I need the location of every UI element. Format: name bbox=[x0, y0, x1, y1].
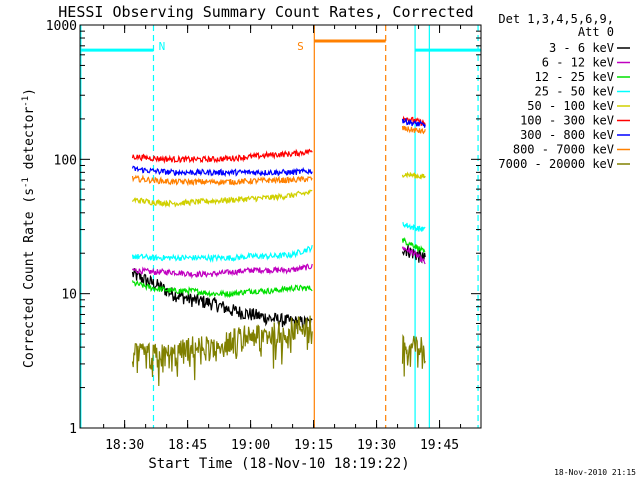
y-tick-label: 100 bbox=[54, 153, 77, 168]
mode-bars bbox=[80, 39, 481, 52]
series-line bbox=[131, 263, 313, 279]
y-axis-ticks: 1 10 100 1000 bbox=[46, 19, 481, 437]
legend-header: Att 0 bbox=[578, 25, 614, 39]
plot-frame bbox=[79, 24, 482, 429]
legend-entry-label: 50 - 100 keV bbox=[527, 99, 614, 113]
vertical-markers bbox=[80, 25, 479, 428]
x-tick-label: 19:15 bbox=[294, 438, 333, 453]
y-tick-label: 10 bbox=[61, 288, 77, 303]
legend-entry-label: 25 - 50 keV bbox=[535, 85, 614, 99]
y-axis-label: Corrected Count Rate (s-1 detector-1) bbox=[21, 88, 37, 368]
y-label-part: ) bbox=[22, 88, 37, 96]
series-line bbox=[131, 315, 313, 387]
x-axis-label: Start Time (18-Nov-10 18:19:22) bbox=[148, 456, 409, 472]
mode-label: S bbox=[297, 40, 304, 53]
y-tick-label: 1000 bbox=[46, 19, 77, 34]
legend-entry-label: 3 - 6 keV bbox=[549, 41, 614, 55]
series-line bbox=[401, 125, 426, 135]
series-line bbox=[131, 165, 313, 178]
x-tick-label: 18:30 bbox=[105, 438, 144, 453]
legend-entry-label: 7000 - 20000 keV bbox=[498, 157, 614, 171]
x-tick-label: 19:30 bbox=[357, 438, 396, 453]
y-tick-label: 1 bbox=[69, 422, 77, 437]
legend-entry-label: 300 - 800 keV bbox=[520, 128, 614, 142]
footer-timestamp: 18-Nov-2010 21:15 bbox=[554, 468, 636, 477]
legend-entry-label: 800 - 7000 keV bbox=[513, 143, 614, 157]
series-line bbox=[131, 268, 313, 330]
chart-title: HESSI Observing Summary Count Rates, Cor… bbox=[58, 3, 473, 21]
legend-entry-label: 12 - 25 keV bbox=[535, 70, 614, 84]
legend-entry-label: 6 - 12 keV bbox=[542, 56, 614, 70]
series-line bbox=[131, 280, 313, 299]
x-axis-ticks: 18:30 18:45 19:00 19:15 19:30 19:45 bbox=[103, 25, 462, 453]
legend-entry-label: 100 - 300 keV bbox=[520, 114, 614, 128]
series-line bbox=[131, 174, 313, 187]
series-line bbox=[401, 245, 426, 265]
series-line bbox=[401, 118, 426, 128]
series-line bbox=[131, 148, 313, 164]
series-line bbox=[131, 189, 313, 208]
y-label-part: detector bbox=[22, 107, 37, 178]
x-tick-label: 18:45 bbox=[168, 438, 207, 453]
series-line bbox=[401, 237, 426, 254]
y-label-sup: -1 bbox=[21, 96, 31, 107]
series-lines bbox=[131, 115, 426, 387]
series-line bbox=[131, 244, 313, 263]
x-tick-label: 19:00 bbox=[231, 438, 270, 453]
mode-label: N bbox=[159, 40, 166, 53]
series-line bbox=[402, 221, 426, 232]
series-line bbox=[401, 171, 426, 180]
y-label-part: Corrected Count Rate (s bbox=[22, 188, 37, 368]
y-label-sup: -1 bbox=[21, 177, 31, 188]
series-line bbox=[401, 333, 426, 377]
legend-header: Det 1,3,4,5,6,9, bbox=[498, 12, 614, 26]
x-tick-label: 19:45 bbox=[420, 438, 459, 453]
